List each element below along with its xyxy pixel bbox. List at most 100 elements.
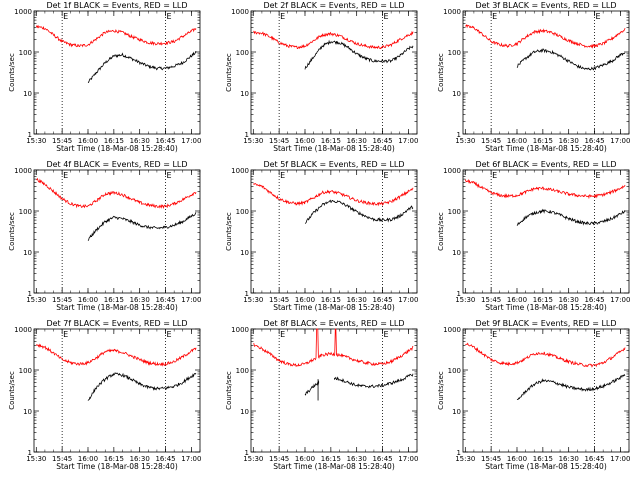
x-tick-label: 16:45 [155,137,175,145]
panel-det-9: Det 9f BLACK = Events, RED = LLD 1 10 100 10… [437,319,630,471]
y-tick-label: 1000 [443,167,461,175]
marker-label: E [596,330,601,339]
y-tick-label: 1 [28,290,32,298]
x-tick-label: 16:00 [78,137,98,145]
y-tick-label: 100 [19,49,32,57]
x-tick-label: 16:00 [507,455,527,463]
panel-title: Det 9f BLACK = Events, RED = LLD [475,319,616,328]
plot-frame [33,169,201,294]
y-tick-label: 1000 [443,326,461,334]
x-tick-label: 16:45 [584,137,604,145]
x-tick-label: 16:45 [372,137,392,145]
y-tick-label: 10 [452,90,461,98]
y-axis-label: Counts/sec [8,212,16,251]
x-tick-label: 16:00 [295,137,315,145]
x-axis-label: Start Time (18-Mar-08 15:28:40) [273,144,395,153]
lld-series-line [464,178,626,200]
x-tick-label: 17:00 [181,296,201,304]
x-tick-label: 15:30 [26,296,46,304]
marker-label: E [492,12,497,21]
y-axis-label: Counts/sec [437,212,445,251]
x-tick-label: 16:00 [78,296,98,304]
panel-det-5: Det 5f BLACK = Events, RED = LLD 1 10 100 10… [225,160,418,312]
y-tick-label: 1 [245,131,249,139]
marker-label: E [167,12,172,21]
y-axis-label: Counts/sec [437,371,445,410]
y-tick-label: 1000 [231,326,249,334]
y-tick-label: 1000 [14,167,32,175]
marker-label: E [280,12,285,21]
panel-det-8: Det 8f BLACK = Events, RED = LLD 1 10 100 10… [225,319,418,471]
x-tick-label: 15:45 [52,296,72,304]
y-tick-label: 100 [448,208,461,216]
x-tick-label: 16:45 [372,455,392,463]
x-tick-label: 16:15 [533,137,553,145]
events-series-line [516,373,626,400]
x-tick-label: 16:15 [533,455,553,463]
x-tick-label: 16:30 [559,296,579,304]
y-tick-label: 10 [23,408,32,416]
marker-label: E [384,12,389,21]
lld-series-line [35,343,197,367]
marker-label: E [63,12,68,21]
lld-series-line [253,30,414,50]
y-tick-label: 1 [457,131,461,139]
panel-title: Det 4f BLACK = Events, RED = LLD [46,160,187,169]
x-tick-label: 16:15 [321,296,341,304]
lld-series-line [465,342,626,368]
x-tick-label: 16:00 [507,137,527,145]
events-series-line [87,372,197,401]
y-tick-label: 10 [452,408,461,416]
x-axis-label: Start Time (18-Mar-08 15:28:40) [485,303,607,312]
x-tick-label: 16:30 [347,296,367,304]
y-axis-label: Counts/sec [8,371,16,410]
panel-det-2: Det 2f BLACK = Events, RED = LLD 1 10 100 10… [225,1,418,153]
x-tick-label: 16:00 [295,296,315,304]
y-tick-label: 1000 [14,8,32,16]
x-tick-label: 16:30 [130,455,150,463]
y-tick-label: 100 [448,367,461,375]
x-tick-label: 17:00 [398,455,418,463]
panel-title: Det 1f BLACK = Events, RED = LLD [46,1,187,10]
y-tick-label: 100 [236,208,249,216]
panel-title: Det 7f BLACK = Events, RED = LLD [46,319,187,328]
x-tick-label: 15:30 [455,137,475,145]
y-tick-label: 10 [23,90,32,98]
lld-series-line [253,328,414,368]
x-tick-label: 16:45 [584,455,604,463]
y-tick-label: 10 [240,90,249,98]
x-tick-label: 15:30 [243,455,263,463]
y-tick-label: 1000 [231,167,249,175]
plot-frame [33,10,201,135]
marker-label: E [167,171,172,180]
y-axis-label: Counts/sec [225,371,233,410]
x-tick-label: 16:45 [155,296,175,304]
y-tick-label: 1 [28,131,32,139]
plot-frame [462,328,630,453]
x-tick-label: 16:00 [295,455,315,463]
y-tick-label: 1 [245,290,249,298]
x-tick-label: 16:15 [533,296,553,304]
x-axis-label: Start Time (18-Mar-08 15:28:40) [485,462,607,471]
panel-title: Det 3f BLACK = Events, RED = LLD [475,1,616,10]
panel-det-7: Det 7f BLACK = Events, RED = LLD 1 10 100 10… [8,319,201,471]
x-tick-label: 15:45 [481,137,501,145]
x-tick-label: 16:45 [155,455,175,463]
y-axis-label: Counts/sec [437,53,445,92]
plot-frame [462,169,630,294]
marker-label: E [63,330,68,339]
marker-label: E [596,171,601,180]
plot-frame [462,10,630,135]
x-tick-label: 15:30 [243,137,263,145]
y-tick-label: 10 [23,249,32,257]
events-series-line [87,212,197,241]
marker-label: E [384,330,389,339]
x-tick-label: 17:00 [181,137,201,145]
x-axis-label: Start Time (18-Mar-08 15:28:40) [485,144,607,153]
x-tick-label: 15:30 [455,455,475,463]
panel-det-6: Det 6f BLACK = Events, RED = LLD 1 10 100 10… [437,160,630,312]
x-tick-label: 15:30 [243,296,263,304]
events-series-line [516,208,626,226]
x-axis-label: Start Time (18-Mar-08 15:28:40) [273,303,395,312]
